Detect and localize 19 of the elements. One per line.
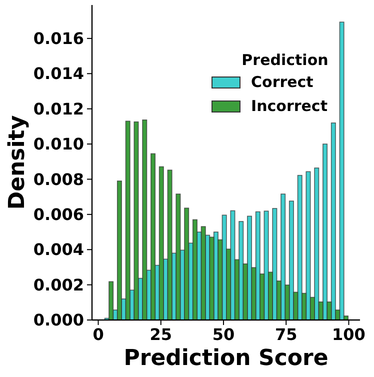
y-tick-label: 0.008: [33, 170, 84, 189]
x-tick-label: 0: [92, 325, 104, 344]
y-tick-label: 0.000: [33, 310, 84, 330]
y-tick-label: 0.014: [33, 64, 84, 84]
x-tick-label: 100: [332, 325, 366, 344]
y-axis-title: Density: [5, 115, 30, 210]
legend-label: Correct: [251, 73, 314, 91]
y-tick-label: 0.006: [33, 205, 84, 224]
x-tick-label: 25: [150, 325, 172, 344]
legend-title: Prediction: [242, 51, 328, 69]
y-tick-label: 0.004: [33, 240, 84, 260]
y-tick-label: 0.010: [33, 134, 84, 154]
x-tick-label: 50: [212, 325, 235, 344]
y-tick-label: 0.012: [33, 99, 84, 118]
y-tick-label: 0.002: [33, 275, 84, 294]
y-tick-label: 0.016: [33, 29, 84, 48]
legend-label: Incorrect: [251, 97, 328, 115]
x-axis-title: Prediction Score: [124, 346, 328, 371]
x-tick-label: 75: [274, 325, 298, 344]
